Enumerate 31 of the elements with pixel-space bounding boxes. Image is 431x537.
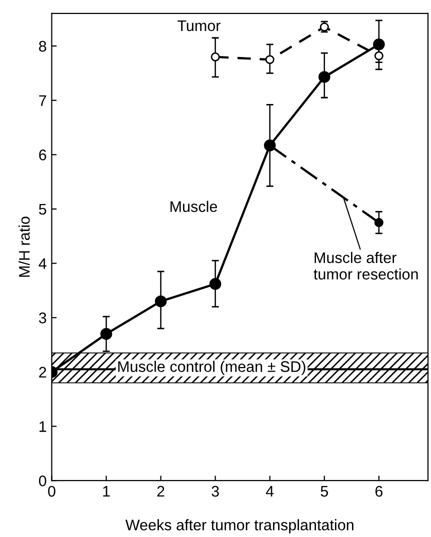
y-tick-label: 0 (38, 475, 46, 486)
y-tick-label: 6 (39, 150, 46, 160)
x-tick-label: 4 (266, 486, 274, 497)
y-tick-label: 7 (39, 95, 46, 106)
series-label: Muscle (170, 200, 218, 212)
x-axis-title: Weeks after tumor transplantation (125, 519, 354, 534)
point (318, 71, 330, 83)
y-tick-label: 2 (39, 366, 46, 378)
point (374, 51, 384, 60)
y-tick-label: 5 (38, 204, 46, 215)
point (209, 278, 222, 290)
point (374, 218, 384, 228)
band-label: Muscle control (mean ± SD) (118, 360, 306, 376)
y-tick-label: 4 (38, 258, 46, 269)
point (265, 55, 274, 64)
x-tick-label: 1 (103, 486, 110, 497)
point (210, 52, 220, 62)
x-tick-label: 5 (320, 486, 328, 497)
point (154, 295, 167, 308)
text: Muscle after tumor resection (314, 252, 418, 280)
x-tick-label: 3 (212, 486, 219, 497)
y-tick-label: 3 (38, 312, 46, 324)
series-label: Tumor (178, 20, 220, 32)
x-tick-label: 2 (157, 486, 164, 497)
x-tick-label: 6 (375, 486, 382, 497)
x-tick-label: 0 (48, 486, 56, 497)
point (100, 328, 112, 340)
point (373, 38, 385, 50)
y-axis-title: M/H ratio (18, 216, 30, 277)
y-tick-label: 8 (39, 40, 46, 52)
y-tick-label: 1 (40, 421, 46, 432)
